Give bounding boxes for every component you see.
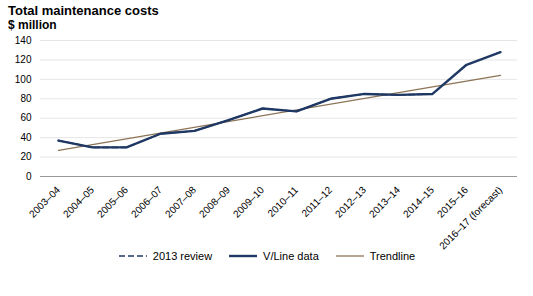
svg-text:2008–09: 2008–09 bbox=[197, 184, 233, 220]
html-text:2013 review: 2013 review bbox=[152, 250, 213, 262]
svg-text:2007–08: 2007–08 bbox=[163, 184, 199, 220]
svg-text:2016–17 (forecast): 2016–17 (forecast) bbox=[437, 184, 504, 250]
svg-text:80: 80 bbox=[20, 93, 32, 104]
svg-text:2006–07: 2006–07 bbox=[129, 184, 165, 220]
svg-text:140: 140 bbox=[15, 35, 32, 46]
svg-text:20: 20 bbox=[20, 151, 32, 162]
svg-text:2003–04: 2003–04 bbox=[27, 184, 63, 220]
svg-text:2009–10: 2009–10 bbox=[231, 184, 267, 220]
svg-text:2012–13: 2012–13 bbox=[333, 184, 369, 220]
html-text:Trendline: Trendline bbox=[369, 250, 416, 262]
svg-text:2011–12: 2011–12 bbox=[299, 184, 334, 219]
svg-text:60: 60 bbox=[20, 112, 32, 123]
svg-text:2005–06: 2005–06 bbox=[95, 184, 131, 220]
svg-text:2004–05: 2004–05 bbox=[61, 184, 97, 220]
svg-text:40: 40 bbox=[20, 132, 32, 143]
svg-text:100: 100 bbox=[15, 74, 32, 85]
svg-text:0: 0 bbox=[26, 171, 32, 182]
svg-text:2014–15: 2014–15 bbox=[401, 184, 437, 220]
svg-text:2015–16: 2015–16 bbox=[434, 184, 471, 220]
html-text:V/Line data: V/Line data bbox=[263, 250, 319, 262]
svg-text:2010–11: 2010–11 bbox=[265, 184, 300, 219]
html-text:Total maintenance costs: Total maintenance costs bbox=[8, 3, 159, 18]
svg-text:2013–14: 2013–14 bbox=[367, 184, 403, 220]
svg-text:120: 120 bbox=[15, 54, 32, 65]
html-text:$ million: $ million bbox=[8, 18, 57, 32]
